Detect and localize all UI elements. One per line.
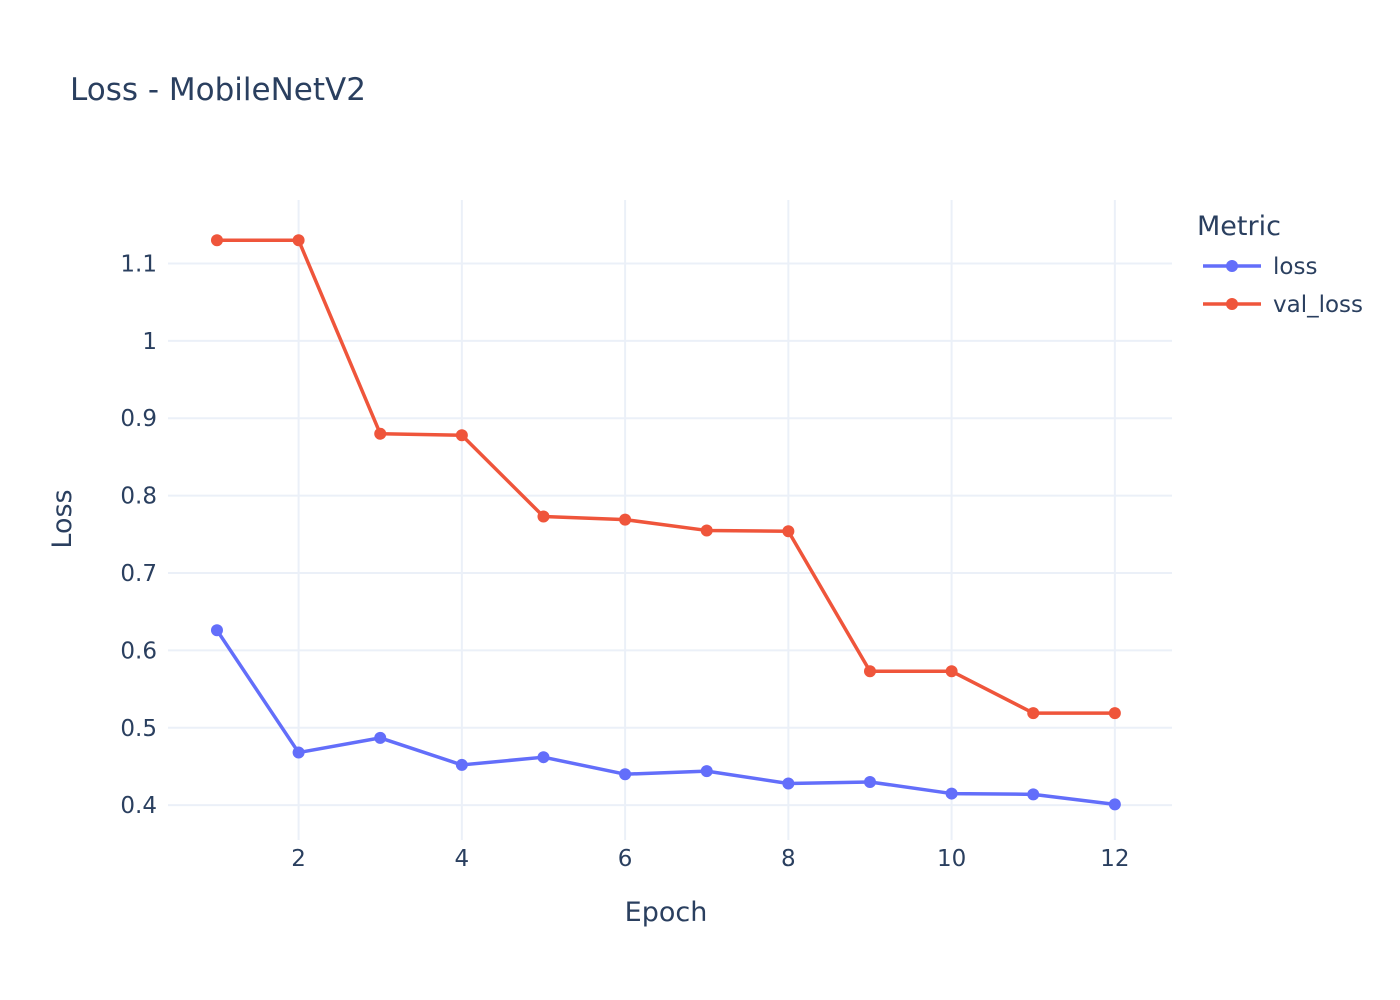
data-point [455, 429, 468, 442]
data-point [1027, 788, 1040, 801]
y-axis-title: Loss [47, 489, 78, 548]
data-point [1027, 707, 1040, 720]
y-gridlines [168, 262, 1172, 807]
x-tick-label: 6 [618, 846, 633, 872]
y-tick-label: 0.4 [120, 793, 157, 819]
data-point [455, 758, 468, 771]
data-point [292, 234, 305, 247]
y-tick-label: 0.8 [120, 484, 157, 510]
data-point [537, 751, 550, 764]
y-tick-label: 0.9 [120, 406, 157, 432]
series-loss [210, 624, 1121, 811]
data-point [945, 665, 958, 678]
series-val-loss [210, 234, 1121, 720]
x-tick-label: 2 [291, 846, 306, 872]
data-point [782, 525, 795, 538]
y-tick-label: 0.7 [120, 561, 157, 587]
data-point [1108, 707, 1121, 720]
legend-swatch-marker [1226, 298, 1238, 310]
x-tick-label: 8 [781, 846, 796, 872]
legend-title: Metric [1197, 211, 1281, 242]
y-tick-label: 1 [142, 329, 157, 355]
chart-title: Loss - MobileNetV2 [70, 72, 366, 108]
y-tick-labels: 0.4 0.5 0.6 0.7 0.8 0.9 1 1.1 [120, 251, 157, 819]
data-point [619, 768, 632, 781]
data-point [210, 624, 223, 637]
series-layer [210, 234, 1121, 811]
data-point [863, 665, 876, 678]
data-point [863, 775, 876, 788]
legend-label: loss [1273, 254, 1317, 280]
series-line [215, 628, 1117, 807]
legend-label: val_loss [1273, 292, 1363, 318]
legend-items: loss val_loss [1203, 254, 1363, 318]
x-tick-label: 10 [937, 846, 966, 872]
legend-swatch-marker [1226, 260, 1238, 272]
y-tick-label: 1.1 [120, 251, 157, 277]
data-point [1108, 798, 1121, 811]
series-line [215, 238, 1117, 715]
y-tick-label: 0.5 [120, 716, 157, 742]
data-point [945, 787, 958, 800]
data-point [782, 777, 795, 790]
legend: Metric loss val_loss [1197, 211, 1363, 318]
data-point [700, 765, 713, 778]
data-point [374, 731, 387, 744]
data-point [619, 513, 632, 526]
legend-item-val-loss[interactable]: val_loss [1203, 292, 1363, 318]
data-point [537, 510, 550, 523]
x-axis-title: Epoch [625, 897, 708, 928]
data-point [374, 427, 387, 440]
x-tick-label: 4 [455, 846, 470, 872]
x-tick-labels: 2 4 6 8 10 12 [291, 846, 1129, 872]
legend-item-loss[interactable]: loss [1203, 254, 1317, 280]
x-tick-label: 12 [1100, 846, 1129, 872]
data-point [292, 746, 305, 759]
data-point [210, 234, 223, 247]
data-point [700, 524, 713, 537]
y-tick-label: 0.6 [120, 638, 157, 664]
